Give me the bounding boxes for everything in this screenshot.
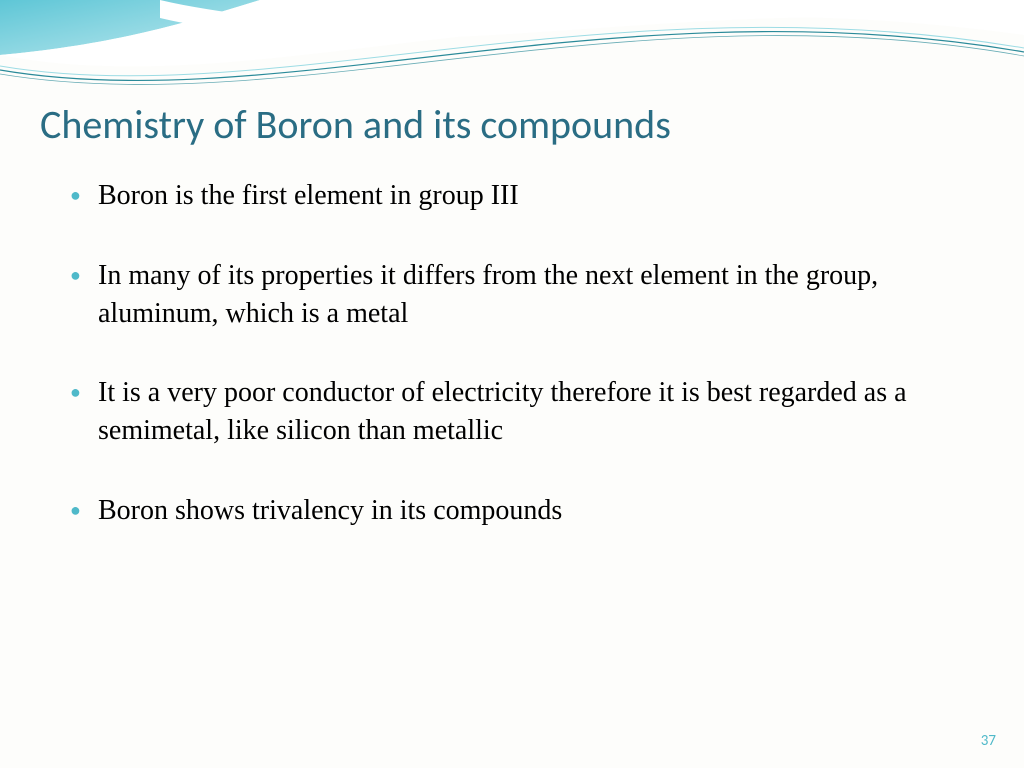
wave-decoration [0, 0, 1024, 110]
bullet-item: In many of its properties it differs fro… [70, 257, 984, 333]
slide-title: Chemistry of Boron and its compounds [40, 100, 984, 149]
bullet-item: Boron is the first element in group III [70, 177, 984, 215]
page-number: 37 [981, 732, 996, 750]
bullet-item: Boron shows trivalency in its compounds [70, 492, 984, 530]
bullet-list: Boron is the first element in group III … [40, 177, 984, 530]
bullet-item: It is a very poor conductor of electrici… [70, 374, 984, 450]
